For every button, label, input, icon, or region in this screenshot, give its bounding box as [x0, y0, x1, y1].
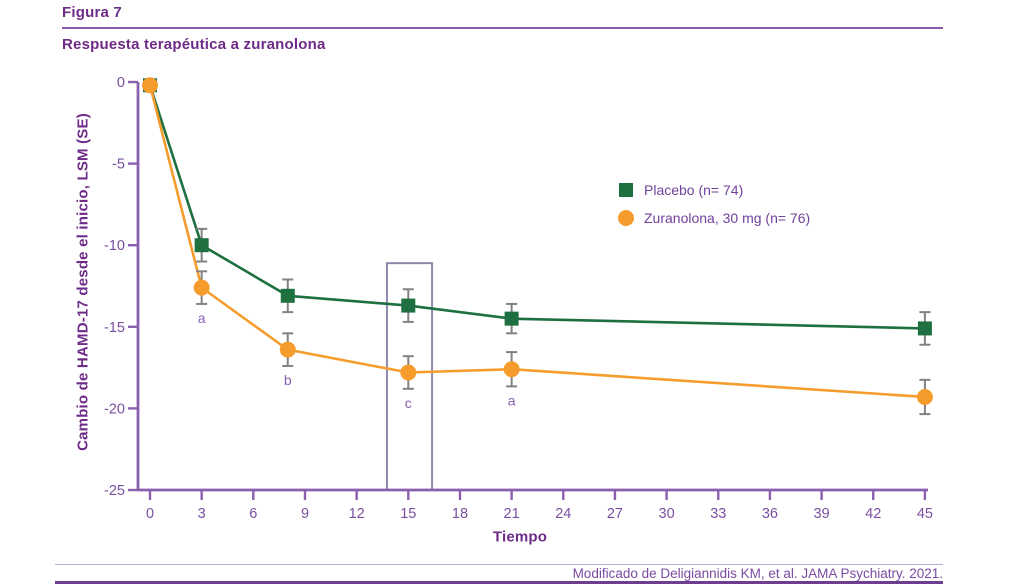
placebo-marker [504, 311, 519, 326]
chart-legend: Placebo (n= 74) Zuranolona, 30 mg (n= 76… [617, 181, 810, 237]
x-tick-label: 21 [504, 506, 520, 522]
x-tick-label: 36 [762, 506, 778, 522]
y-tick-label: -20 [104, 401, 125, 417]
footer-divider-thick [55, 581, 943, 584]
figure-number-label: Figura 7 [62, 4, 122, 21]
figure-title: Respuesta terapéutica a zuranolona [62, 36, 326, 53]
placebo-marker [280, 288, 295, 303]
y-tick-label: -15 [104, 320, 125, 336]
significance-letter: c [405, 395, 412, 411]
y-tick-label: -10 [104, 238, 125, 254]
x-tick-label: 45 [917, 506, 933, 522]
placebo-line [148, 84, 925, 330]
zuranolona-line [148, 84, 925, 399]
placebo-swatch [618, 182, 633, 197]
zuranolona-marker [142, 77, 158, 94]
placebo-marker [401, 298, 416, 313]
x-tick-label: 24 [555, 506, 571, 522]
zuranolona-marker [193, 279, 210, 296]
x-tick-label: 15 [400, 506, 416, 522]
x-axis-title: Tiempo [492, 528, 548, 546]
y-tick-label: -5 [112, 157, 125, 173]
placebo-square-icon [617, 181, 634, 198]
zuranolona-marker [916, 388, 933, 405]
header-divider [62, 27, 943, 29]
legend-item-placebo: Placebo (n= 74) [617, 181, 810, 198]
placebo-marker [917, 321, 932, 336]
x-tick-label: 6 [249, 506, 257, 522]
x-tick-label: 9 [301, 506, 309, 522]
x-tick-label: 33 [710, 506, 726, 522]
significance-letter: a [508, 392, 516, 408]
x-tick-label: 12 [349, 506, 365, 522]
y-tick-label: -25 [104, 483, 125, 499]
x-tick-label: 18 [452, 506, 468, 522]
x-tick-label: 39 [814, 506, 830, 522]
zuranolona-circle-icon [617, 209, 634, 226]
significance-letter: a [198, 310, 206, 326]
legend-label-placebo: Placebo (n= 74) [644, 181, 744, 198]
x-tick-label: 27 [607, 506, 623, 522]
y-tick-label: 0 [117, 75, 125, 91]
x-tick-label: 3 [198, 506, 206, 522]
source-citation: Modificado de Deligiannidis KM, et al. J… [572, 566, 943, 581]
zuranolona-swatch [617, 209, 634, 226]
legend-label-zuranolona: Zuranolona, 30 mg (n= 76) [644, 209, 811, 226]
x-tick-label: 30 [659, 506, 675, 522]
x-tick-label: 0 [146, 506, 154, 522]
significance-letter: b [284, 372, 292, 388]
zuranolona-marker [503, 361, 520, 378]
zuranolona-marker [400, 364, 417, 381]
x-tick-label: 42 [865, 506, 881, 522]
legend-item-zuranolona: Zuranolona, 30 mg (n= 76) [617, 209, 810, 226]
zuranolona-marker [279, 341, 296, 358]
footer-divider-thin [55, 564, 943, 565]
placebo-marker [194, 238, 209, 253]
y-axis-title: Cambio de HAMD-17 desde el inicio, LSM (… [74, 113, 92, 451]
